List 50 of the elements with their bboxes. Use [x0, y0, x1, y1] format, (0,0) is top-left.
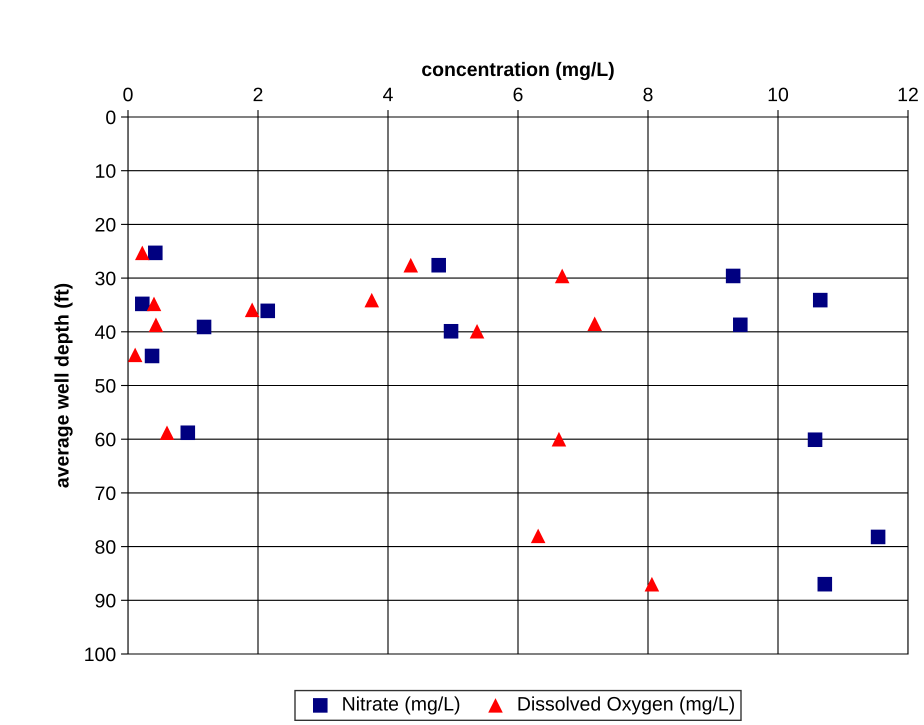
x-tick-label: 4 [383, 88, 393, 102]
point [196, 320, 212, 334]
x-tick-label: 2 [254, 88, 262, 102]
legend-label: Dissolved Oxygen (mg/L) [518, 696, 734, 715]
point [726, 268, 740, 284]
point [144, 348, 160, 364]
point [403, 258, 418, 272]
point [644, 576, 660, 592]
point [554, 268, 570, 284]
point [818, 576, 832, 592]
y-tick-label: 10 [96, 164, 116, 178]
y-tick-label: 80 [95, 540, 116, 554]
x-tick-label: 8 [643, 88, 653, 102]
point [431, 258, 446, 272]
point [244, 302, 260, 318]
y-tick-label: 0 [106, 110, 116, 124]
x-axis-title: concentration (mg/L) [422, 62, 614, 80]
y-tick-label: 20 [96, 218, 116, 232]
point [530, 528, 546, 544]
x-tick-label: 6 [514, 88, 523, 102]
point [733, 318, 748, 332]
y-tick-label: 90 [95, 594, 116, 608]
x-tick-label: 10 [768, 88, 788, 102]
point [470, 324, 484, 339]
point [808, 432, 822, 448]
legend-label: Nitrate (mg/L) [343, 696, 460, 715]
y-tick-label: 60 [96, 432, 116, 446]
point [180, 425, 196, 440]
point [260, 304, 276, 318]
y-tick-label: 100 [85, 647, 116, 662]
point [870, 530, 886, 544]
y-tick-label: 70 [96, 486, 116, 500]
x-tick-label: 0 [123, 88, 133, 102]
y-axis-title: average well depth (ft) [54, 284, 73, 488]
point [148, 318, 164, 332]
y-tick-label: 40 [95, 325, 116, 340]
y-tick-label: 50 [95, 378, 116, 393]
point [128, 348, 142, 362]
point [364, 292, 380, 308]
point [552, 432, 566, 446]
x-tick-label: 12 [898, 88, 918, 102]
point [146, 296, 162, 312]
point [135, 296, 150, 312]
point [444, 324, 458, 339]
point [148, 246, 163, 260]
y-tick-label: 30 [95, 272, 116, 286]
point [812, 292, 828, 308]
point [160, 425, 174, 440]
point [587, 316, 602, 332]
point [135, 246, 150, 260]
